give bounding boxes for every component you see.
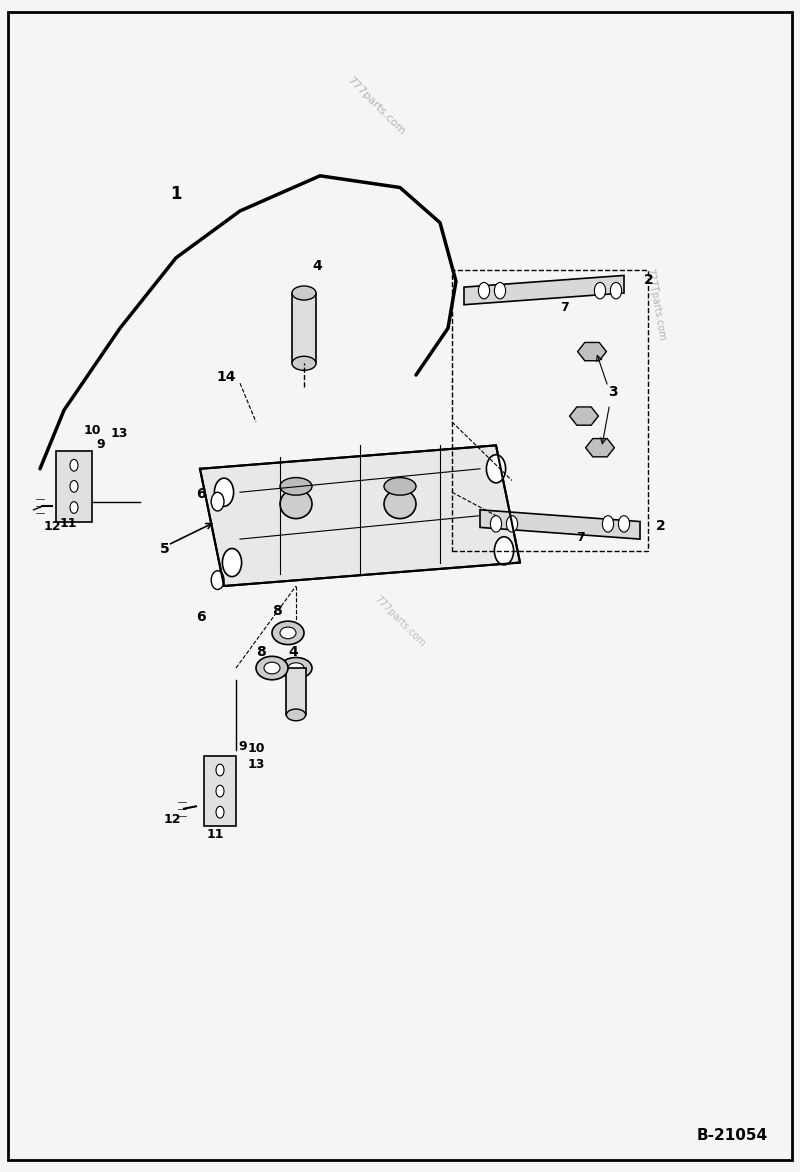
Text: 777parts.com: 777parts.com [345, 75, 407, 136]
Text: 8: 8 [256, 646, 266, 660]
Text: 8: 8 [272, 605, 282, 619]
Text: 7: 7 [560, 300, 569, 314]
Ellipse shape [280, 657, 312, 679]
Bar [56, 451, 92, 522]
Circle shape [211, 492, 224, 511]
Polygon shape [200, 445, 520, 586]
Circle shape [214, 478, 234, 506]
Text: 14: 14 [216, 370, 235, 384]
Text: 11: 11 [60, 517, 78, 531]
Ellipse shape [286, 709, 306, 721]
Polygon shape [570, 407, 598, 425]
Circle shape [490, 516, 502, 532]
Text: 777parts.com: 777parts.com [373, 594, 427, 648]
Bar [292, 293, 316, 363]
Text: B-21054: B-21054 [697, 1127, 768, 1143]
Circle shape [618, 516, 630, 532]
Text: 6: 6 [196, 488, 206, 502]
Text: 6: 6 [196, 611, 206, 625]
Polygon shape [578, 342, 606, 361]
Bar [204, 756, 236, 826]
Circle shape [494, 282, 506, 299]
Ellipse shape [292, 286, 316, 300]
Bar [286, 668, 306, 715]
Ellipse shape [280, 627, 296, 639]
Circle shape [594, 282, 606, 299]
Text: 1: 1 [170, 185, 182, 203]
Text: 12: 12 [44, 519, 62, 533]
Text: 10: 10 [84, 423, 102, 437]
Text: 777Tparts.com: 777Tparts.com [645, 267, 667, 342]
Polygon shape [480, 510, 640, 539]
Circle shape [70, 459, 78, 471]
Text: 5: 5 [160, 543, 170, 557]
Circle shape [216, 806, 224, 818]
Text: 7: 7 [576, 531, 585, 545]
Ellipse shape [272, 621, 304, 645]
Text: 2: 2 [644, 273, 654, 287]
Circle shape [216, 764, 224, 776]
Polygon shape [586, 438, 614, 457]
Text: 9: 9 [96, 437, 105, 451]
Circle shape [478, 282, 490, 299]
Ellipse shape [384, 490, 416, 518]
Bar [452, 270, 648, 551]
Text: 2: 2 [656, 519, 666, 533]
Ellipse shape [384, 478, 416, 495]
Circle shape [506, 516, 518, 532]
Polygon shape [464, 275, 624, 305]
Ellipse shape [292, 356, 316, 370]
Circle shape [486, 455, 506, 483]
Ellipse shape [256, 656, 288, 680]
Circle shape [222, 548, 242, 577]
Circle shape [216, 785, 224, 797]
Text: 4: 4 [288, 646, 298, 660]
Ellipse shape [280, 490, 312, 518]
Circle shape [610, 282, 622, 299]
Circle shape [494, 537, 514, 565]
Text: 13: 13 [248, 757, 266, 771]
Ellipse shape [288, 663, 304, 673]
Ellipse shape [280, 478, 312, 495]
Text: 10: 10 [248, 742, 266, 756]
Circle shape [70, 481, 78, 492]
Circle shape [70, 502, 78, 513]
Circle shape [602, 516, 614, 532]
Text: 12: 12 [164, 812, 182, 826]
Circle shape [211, 571, 224, 590]
Text: 9: 9 [238, 740, 247, 754]
Ellipse shape [264, 662, 280, 674]
Text: 3: 3 [608, 386, 618, 400]
Text: 13: 13 [110, 427, 128, 441]
Text: 4: 4 [312, 259, 322, 273]
Text: 11: 11 [206, 827, 224, 841]
